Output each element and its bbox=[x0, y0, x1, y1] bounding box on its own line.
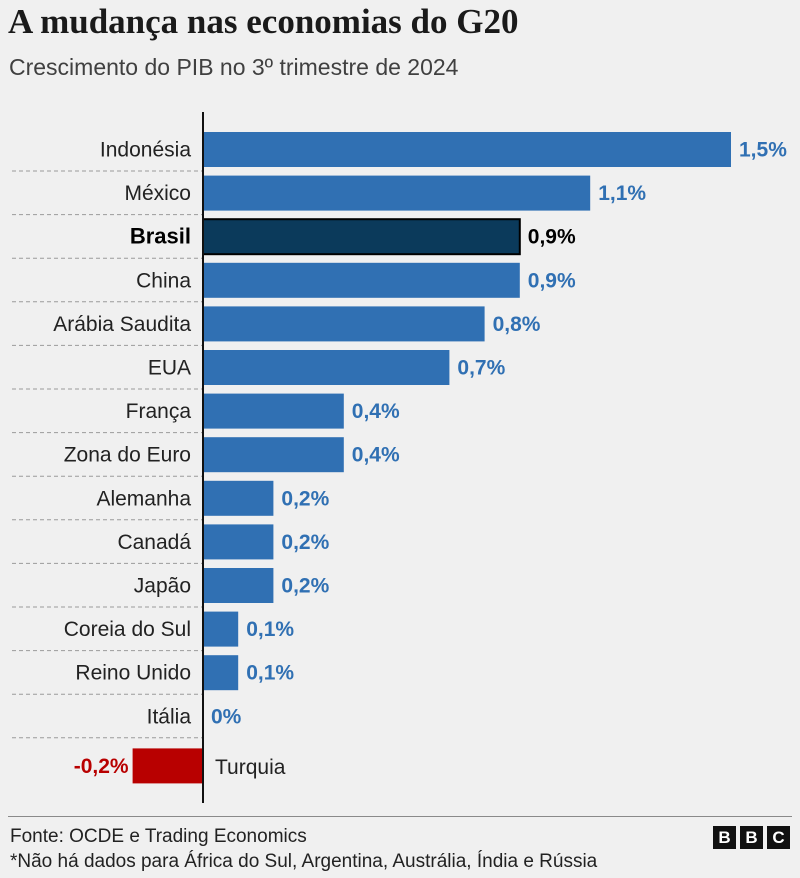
value-label: 0,4% bbox=[352, 444, 400, 467]
category-label: Japão bbox=[134, 575, 191, 598]
bar-coreia-do-sul bbox=[203, 611, 239, 647]
source-note: Fonte: OCDE e Trading Economics bbox=[10, 826, 307, 847]
category-label: Arábia Saudita bbox=[53, 313, 191, 336]
bar-méxico bbox=[203, 175, 591, 211]
data-availability-note: *Não há dados para África do Sul, Argent… bbox=[10, 851, 598, 872]
category-label: Canadá bbox=[117, 531, 191, 554]
bar-japão bbox=[203, 568, 274, 603]
value-label: 0,2% bbox=[281, 575, 329, 598]
category-label: Coreia do Sul bbox=[64, 618, 191, 641]
category-label: EUA bbox=[148, 357, 191, 380]
chart-subtitle: Crescimento do PIB no 3º trimestre de 20… bbox=[9, 54, 459, 80]
bar-zona-do-euro bbox=[203, 437, 344, 473]
value-label: 0,7% bbox=[457, 357, 505, 380]
bar-reino-unido bbox=[203, 655, 239, 691]
bbc-logo-letter: B bbox=[713, 826, 736, 849]
value-label: 0,1% bbox=[246, 662, 294, 685]
bbc-logo-letter: C bbox=[767, 826, 790, 849]
category-label: Turquia bbox=[215, 756, 286, 779]
category-label: China bbox=[136, 269, 191, 292]
category-label: Alemanha bbox=[96, 487, 191, 510]
value-label: 0,9% bbox=[528, 269, 576, 292]
value-label: 1,5% bbox=[739, 139, 787, 162]
category-label: Brasil bbox=[130, 224, 191, 249]
category-label: França bbox=[126, 400, 192, 423]
category-label: Itália bbox=[147, 705, 192, 728]
value-label: 0,4% bbox=[352, 400, 400, 423]
value-label: 0,2% bbox=[281, 487, 329, 510]
value-label: 0,1% bbox=[246, 618, 294, 641]
bar-china bbox=[203, 262, 520, 298]
bar-frança bbox=[203, 393, 344, 429]
value-label: 0% bbox=[211, 705, 242, 728]
category-label: Indonésia bbox=[100, 139, 191, 162]
bar-canadá bbox=[203, 524, 274, 560]
value-label: 0,8% bbox=[493, 313, 541, 336]
bar-chart: Indonésia 1,5% México 1,1% Brasil 0,9% China 0,… bbox=[12, 112, 787, 803]
value-label: 1,1% bbox=[598, 182, 646, 205]
value-label: 0,9% bbox=[528, 226, 576, 249]
bar-turquia bbox=[132, 748, 203, 784]
footer-divider bbox=[8, 816, 792, 817]
value-label: 0,2% bbox=[281, 531, 329, 554]
category-label: México bbox=[124, 182, 191, 205]
category-label: Zona do Euro bbox=[64, 444, 191, 467]
bar-brasil bbox=[202, 218, 521, 256]
bar-eua bbox=[203, 350, 450, 385]
value-label: -0,2% bbox=[74, 755, 129, 778]
bbc-logo: B B C bbox=[713, 826, 790, 849]
chart-title: A mudança nas economias do G20 bbox=[8, 2, 519, 41]
bar-indonésia bbox=[203, 132, 731, 167]
category-label: Reino Unido bbox=[75, 662, 191, 685]
bbc-logo-letter: B bbox=[740, 826, 763, 849]
bar-alemanha bbox=[203, 480, 274, 516]
bar-arábia-saudita bbox=[203, 306, 485, 342]
